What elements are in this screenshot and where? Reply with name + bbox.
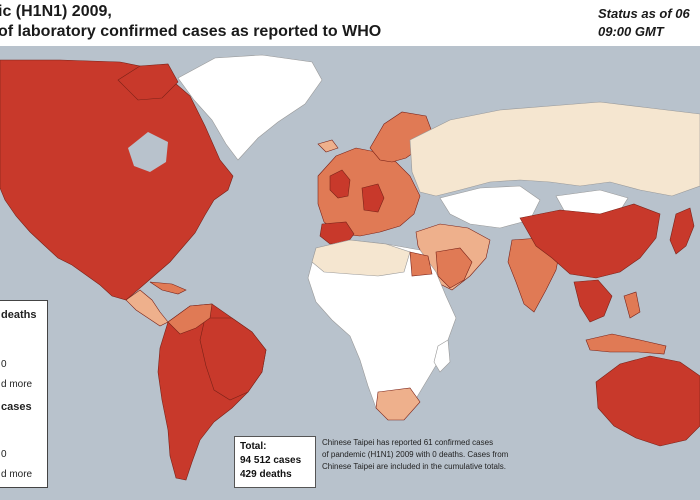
region-indonesia: [585, 333, 667, 355]
note-line-2: of pandemic (H1N1) 2009 with 0 deaths. C…: [322, 450, 509, 459]
legend-cases-item-1: 0: [1, 449, 7, 460]
region-iceland: [317, 139, 339, 153]
region-japan: [669, 207, 695, 255]
legend-cases-heading: cases: [1, 401, 32, 413]
chinese-taipei-note: Chinese Taipei has reported 61 confirmed…: [322, 437, 572, 473]
region-north-africa: [311, 239, 411, 277]
region-north-america: [0, 59, 234, 301]
totals-cases: 94 512 cases: [240, 455, 302, 466]
legend-deaths-item-1: 0: [1, 359, 7, 370]
region-saudi-arabia: [435, 247, 473, 289]
map-title-line-2: of laboratory confirmed cases as reporte…: [0, 23, 382, 40]
status-date-line-2: 09:00 GMT: [598, 24, 664, 39]
region-brazil: [199, 317, 267, 401]
totals-label: Total:: [240, 441, 267, 452]
region-northern-south-america: [167, 303, 213, 335]
legend-deaths-item-2: d more: [1, 379, 33, 390]
totals-box: Total: 94 512 cases 429 deaths: [234, 436, 316, 488]
region-russia: [409, 101, 700, 197]
map-header: ic (H1N1) 2009, of laboratory confirmed …: [0, 0, 700, 46]
status-date-line-1: Status as of 06: [598, 6, 690, 21]
map-legend: deaths 0 d more cases 0 d more: [0, 300, 48, 488]
legend-cases-item-2: d more: [1, 469, 33, 480]
note-line-3: Chinese Taipei are included in the cumul…: [322, 462, 506, 471]
note-line-1: Chinese Taipei has reported 61 confirmed…: [322, 438, 494, 447]
totals-deaths: 429 deaths: [240, 469, 292, 480]
region-caribbean: [149, 281, 187, 295]
region-philippines: [623, 291, 641, 319]
region-germany: [361, 183, 385, 213]
region-southeast-asia: [573, 279, 613, 323]
region-egypt: [409, 251, 433, 277]
region-uk-ireland: [329, 169, 351, 199]
region-hudson-bay: [128, 132, 168, 172]
region-madagascar: [433, 339, 451, 373]
region-greenland: [177, 54, 323, 161]
region-central-america: [125, 289, 169, 327]
region-south-africa: [375, 387, 421, 421]
map-title-line-1: ic (H1N1) 2009,: [0, 3, 112, 20]
region-arctic-islands: [117, 63, 179, 101]
region-china: [519, 203, 661, 279]
region-australia: [595, 355, 700, 447]
legend-deaths-heading: deaths: [1, 309, 37, 321]
